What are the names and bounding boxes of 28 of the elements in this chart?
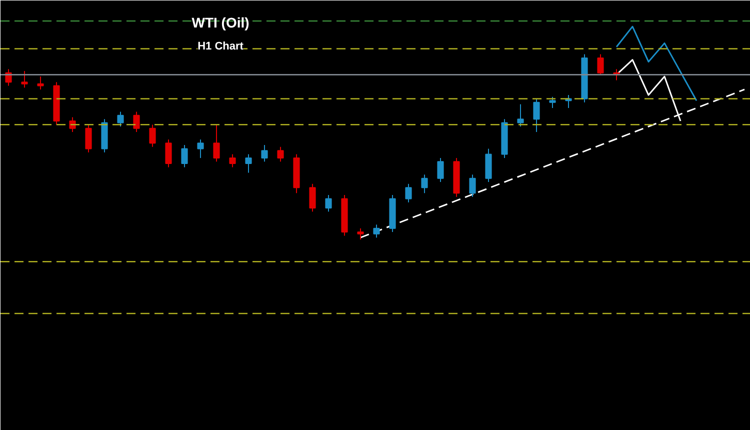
chart-title: WTI (Oil)	[192, 14, 250, 30]
candlestick	[229, 154, 236, 168]
candlestick	[373, 224, 380, 238]
candlestick	[117, 111, 124, 128]
candlestick	[597, 54, 604, 76]
candlestick	[181, 144, 188, 168]
candlestick	[21, 70, 28, 88]
candlestick	[357, 228, 364, 240]
candlestick	[277, 146, 284, 162]
candlestick	[197, 138, 204, 158]
candlestick	[437, 157, 444, 183]
candlestick	[309, 183, 316, 212]
candlestick	[133, 111, 140, 133]
candlestick	[261, 144, 268, 162]
candlestick	[325, 194, 332, 212]
candlestick	[549, 96, 556, 108]
chart-subtitle: H1 Chart	[198, 40, 244, 52]
candlestick	[533, 98, 540, 133]
candlestick	[245, 154, 252, 174]
candlestick	[85, 124, 92, 153]
candlestick	[213, 124, 220, 162]
candlestick	[421, 174, 428, 194]
candlestick	[517, 104, 524, 128]
candlestick	[37, 76, 44, 90]
candlestick	[165, 138, 172, 168]
candlestick	[405, 183, 412, 203]
candlestick	[469, 174, 476, 198]
candlestick	[149, 124, 156, 148]
